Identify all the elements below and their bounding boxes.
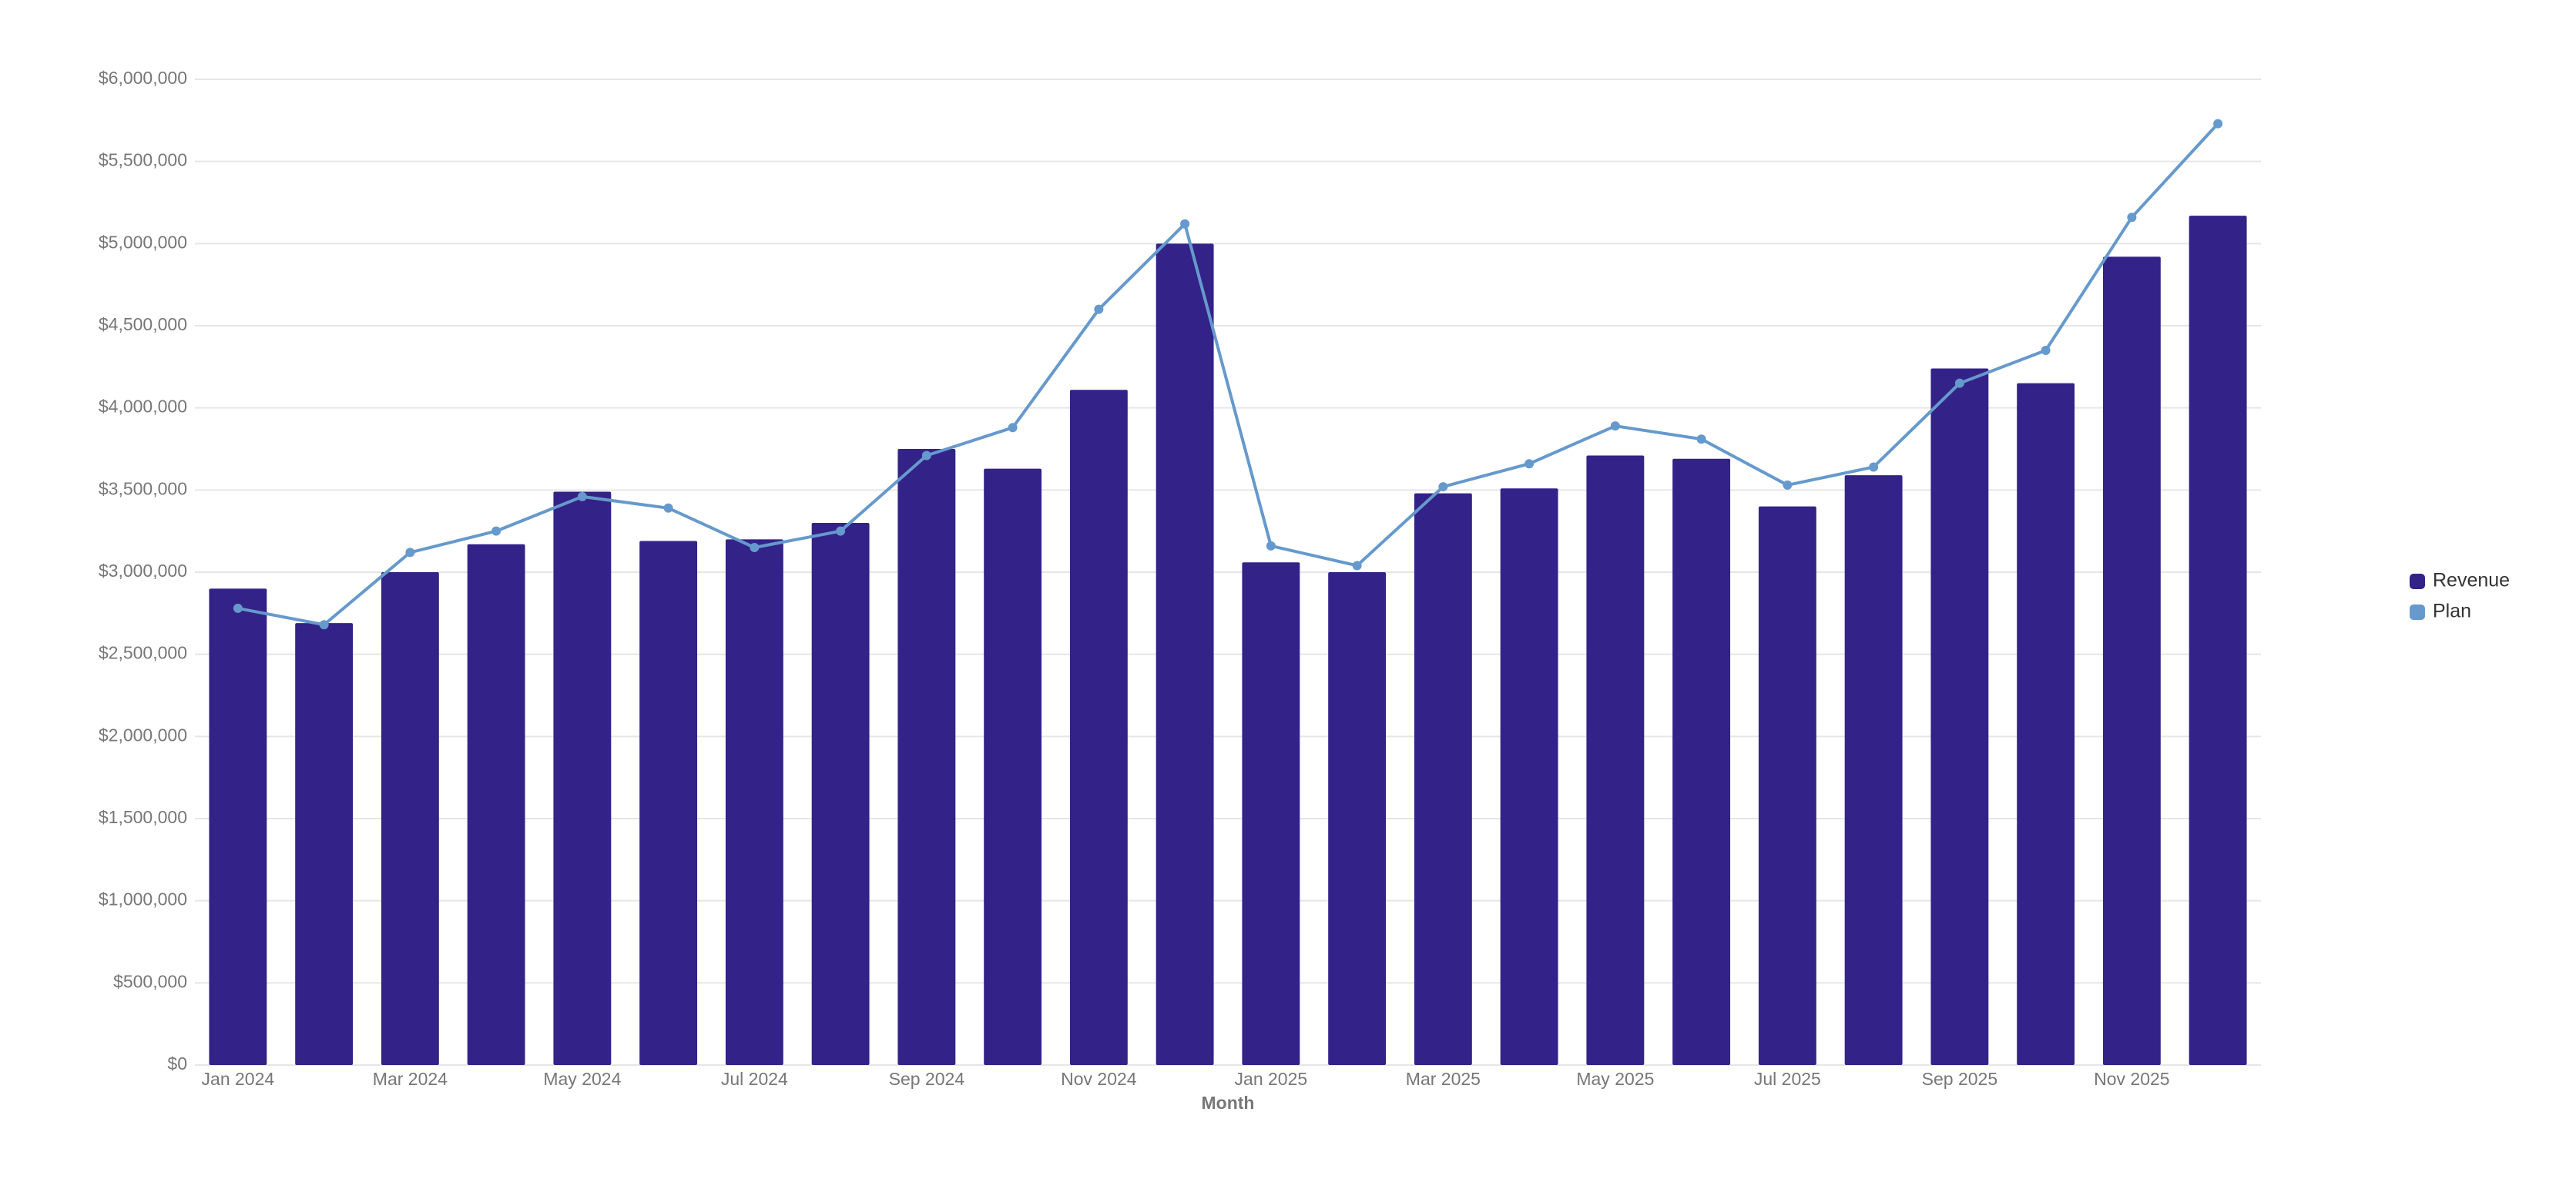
bar <box>897 449 956 1065</box>
y-tick-label: $6,000,000 <box>99 68 187 88</box>
y-tick-label: $5,000,000 <box>99 232 187 252</box>
x-tick-label: Jan 2025 <box>1235 1069 1308 1089</box>
bar <box>1844 475 1903 1065</box>
bar <box>725 539 783 1065</box>
x-tick-label: Sep 2025 <box>1922 1069 1997 1089</box>
point <box>491 526 501 536</box>
y-tick-label: $3,500,000 <box>99 478 187 498</box>
legend-swatch <box>2410 605 2425 620</box>
point <box>1266 541 1276 551</box>
legend-swatch <box>2410 574 2425 589</box>
bar <box>381 572 439 1065</box>
point <box>1954 378 1964 388</box>
point <box>577 491 587 501</box>
point <box>1610 421 1620 431</box>
bar <box>209 588 267 1065</box>
point <box>1352 561 1362 571</box>
x-tick-label: Mar 2025 <box>1406 1069 1481 1089</box>
x-tick-label: Nov 2024 <box>1061 1069 1137 1089</box>
point <box>1783 480 1793 490</box>
point <box>836 526 846 536</box>
bar <box>467 544 525 1065</box>
x-tick-label: Sep 2024 <box>889 1069 965 1089</box>
legend-label: Plan <box>2433 601 2471 622</box>
point <box>405 548 415 558</box>
x-axis-label: Month <box>1202 1093 1255 1113</box>
bar <box>2189 216 2247 1066</box>
y-tick-label: $4,000,000 <box>99 397 187 417</box>
point <box>1438 482 1448 492</box>
x-tick-label: Mar 2024 <box>373 1069 448 1089</box>
y-tick-label: $2,500,000 <box>99 643 187 663</box>
bar <box>553 491 612 1065</box>
bar <box>984 468 1042 1065</box>
bar <box>2017 383 2075 1066</box>
point <box>1180 219 1190 229</box>
bar <box>1414 493 1472 1065</box>
y-tick-label: $4,500,000 <box>99 314 187 334</box>
y-tick-label: $1,000,000 <box>99 889 187 909</box>
y-tick-label: $1,500,000 <box>99 807 187 827</box>
bar <box>1328 572 1387 1065</box>
point <box>1696 434 1706 444</box>
y-tick-label: $0 <box>167 1053 187 1073</box>
point <box>1524 459 1535 469</box>
x-tick-label: Nov 2025 <box>2094 1069 2169 1089</box>
y-tick-label: $2,000,000 <box>99 725 187 745</box>
y-tick-label: $500,000 <box>113 971 187 991</box>
point <box>1008 423 1018 433</box>
point <box>1094 304 1104 314</box>
x-tick-label: Jul 2025 <box>1754 1069 1821 1089</box>
point <box>2213 119 2223 129</box>
line <box>237 122 2219 627</box>
point <box>319 620 329 630</box>
x-tick-label: May 2025 <box>1576 1069 1654 1089</box>
bar <box>1672 458 1731 1065</box>
bar <box>1156 243 1214 1065</box>
bar <box>1758 506 1816 1065</box>
point <box>2041 346 2051 355</box>
bar <box>639 541 698 1065</box>
legend-label: Revenue <box>2433 570 2510 591</box>
bar <box>1069 390 1128 1065</box>
bar <box>2102 256 2161 1065</box>
point <box>2127 213 2137 223</box>
bar <box>1500 488 1558 1065</box>
x-tick-label: Jan 2024 <box>202 1069 275 1089</box>
y-tick-label: $5,500,000 <box>99 150 187 170</box>
bar <box>295 623 354 1065</box>
bar <box>811 523 870 1065</box>
x-tick-label: Jul 2024 <box>721 1069 788 1089</box>
point <box>921 450 931 461</box>
bar <box>1242 562 1300 1065</box>
point <box>1869 462 1879 472</box>
point <box>750 543 760 552</box>
bar <box>1586 455 1645 1065</box>
y-tick-label: $3,000,000 <box>99 561 187 581</box>
point <box>233 603 243 613</box>
bar <box>1930 368 1989 1065</box>
x-tick-label: May 2024 <box>543 1069 621 1089</box>
point <box>663 503 673 513</box>
